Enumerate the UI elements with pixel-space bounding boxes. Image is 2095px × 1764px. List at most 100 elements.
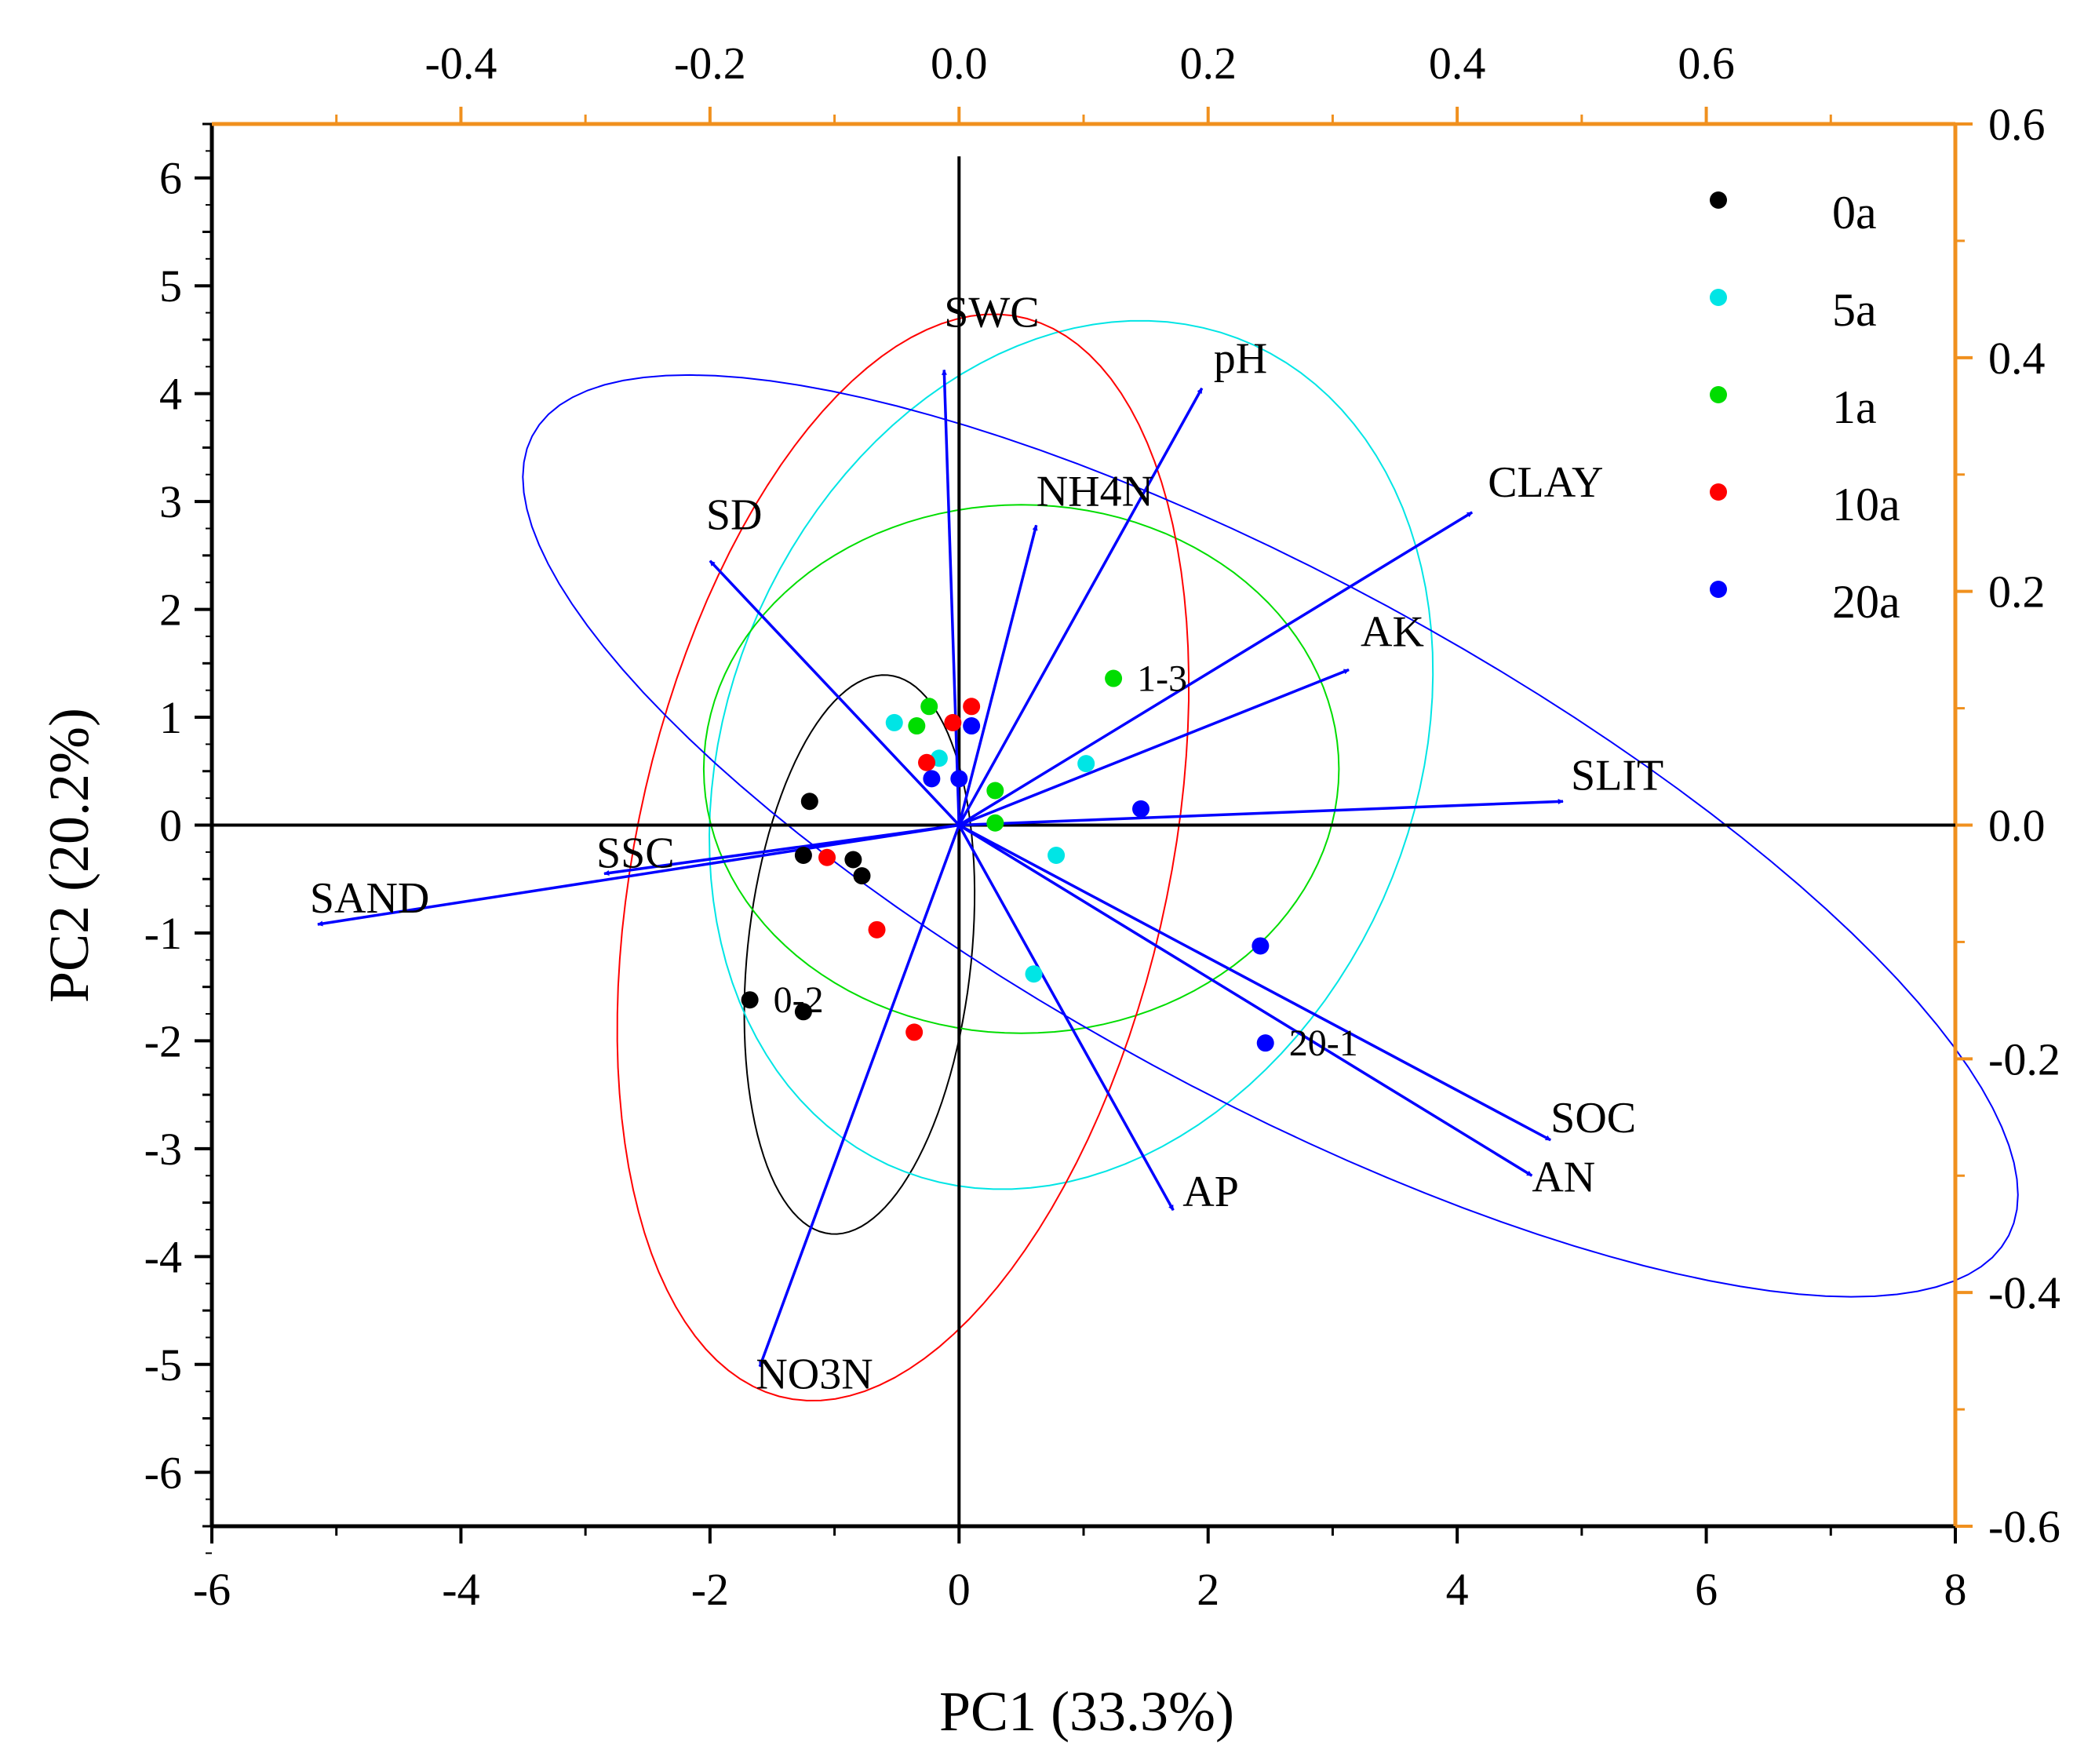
x-axis-title: PC1 (33.3%) (939, 1680, 1234, 1743)
point-1a (1105, 669, 1123, 687)
point-10a (868, 920, 886, 938)
right-tick-label: 0.2 (1988, 567, 2046, 618)
top-tick-label: -0.4 (425, 38, 497, 89)
loading-arrow-clay (958, 511, 1474, 826)
point-1a (920, 698, 938, 716)
x-tick-label: 8 (1944, 1564, 1967, 1615)
loading-label-nh4n: NH4N (1037, 467, 1153, 516)
y-tick-label: 0 (159, 800, 182, 851)
ellipse-5a (708, 319, 1434, 1190)
point-10a (918, 753, 936, 771)
y-tick-label: 5 (159, 261, 182, 312)
point-label-0-2: 0-2 (774, 979, 824, 1021)
top-tick-label: 0.2 (1179, 38, 1237, 89)
top-tick-label: 0.0 (931, 38, 988, 89)
right-tick-label: -0.6 (1988, 1501, 2060, 1552)
x-tick-label: -2 (691, 1564, 729, 1615)
point-10a (963, 698, 981, 716)
loading-arrow-slit (959, 799, 1564, 827)
loading-arrow-an (958, 824, 1533, 1177)
y-axis-title: PC2 (20.2%) (38, 708, 100, 1003)
ellipse-10a (616, 313, 1190, 1401)
loading-label-sd: SD (706, 491, 763, 540)
point-0a (741, 991, 759, 1009)
right-tick-label: 0.4 (1988, 333, 2046, 384)
top-tick-label: -0.2 (674, 38, 746, 89)
loading-label-sand: SAND (310, 874, 429, 923)
loading-arrow-ap (957, 824, 1175, 1212)
point-label-20-1: 20-1 (1289, 1022, 1358, 1064)
legend-label-20a: 20a (1832, 576, 1900, 628)
ellipse-0a (743, 674, 976, 1235)
point-10a (905, 1023, 924, 1041)
x-tick-label: 4 (1446, 1564, 1469, 1615)
point-20a (1256, 1034, 1274, 1052)
point-20a (950, 770, 968, 788)
ellipse-20a (522, 374, 2019, 1298)
loading-label-ssc: SSC (596, 829, 675, 877)
y-tick-label: -4 (144, 1231, 182, 1282)
right-tick-label: -0.4 (1988, 1267, 2060, 1318)
axis-ticks: -6 -4 -2 0 2 4 6 8 -6 -5 -4 -3 -2 -1 0 1 2 3 4 5 6 -0.4 -0.2 0.… (144, 38, 2060, 1615)
loading-label-ap: AP (1182, 1168, 1239, 1216)
right-tick-label: -0.2 (1988, 1033, 2060, 1084)
y-tick-label: 3 (159, 476, 182, 527)
y-tick-label: -6 (144, 1447, 182, 1498)
x-tick-label: 2 (1197, 1564, 1219, 1615)
x-tick-label: 6 (1695, 1564, 1718, 1615)
loading-label-swc: SWC (944, 288, 1039, 337)
y-tick-label: 2 (159, 585, 182, 636)
y-tick-label: -3 (144, 1124, 182, 1175)
point-5a (885, 713, 903, 731)
loading-arrow-nh4n (957, 524, 1038, 826)
y-tick-label: -1 (144, 908, 182, 959)
point-10a (818, 848, 836, 866)
y-tick-label: 4 (159, 369, 182, 420)
confidence-ellipses (522, 313, 2019, 1401)
loading-label-slit: SLIT (1571, 751, 1663, 800)
y-tick-label: -5 (144, 1339, 182, 1390)
loading-arrow-soc (958, 823, 1552, 1142)
point-5a (1025, 965, 1043, 983)
legend-marker-10a (1710, 483, 1727, 501)
point-10a (944, 713, 962, 731)
loading-arrow-sand (317, 823, 960, 927)
point-0a (800, 793, 818, 811)
point-0a (794, 1003, 812, 1021)
top-tick-label: 0.6 (1678, 38, 1735, 89)
legend-marker-20a (1710, 581, 1727, 598)
legend-label-1a: 1a (1832, 381, 1877, 433)
ellipse-1a (702, 504, 1340, 1034)
center-axes (212, 156, 1955, 1526)
point-5a (1048, 846, 1066, 864)
x-tick-label: -4 (442, 1564, 479, 1615)
loading-label-clay: CLAY (1488, 458, 1603, 507)
point-label-1-3: 1-3 (1137, 658, 1187, 700)
loading-arrow-ak (958, 668, 1350, 827)
legend: 0a 5a 1a 10a 20a (1710, 187, 1900, 628)
point-0a (853, 867, 871, 885)
legend-marker-1a (1710, 386, 1727, 403)
point-0a (794, 846, 812, 864)
loading-arrow-no3n (758, 824, 960, 1368)
right-tick-label: 0.6 (1988, 99, 2046, 150)
point-20a (1252, 937, 1270, 955)
loading-label-an: AN (1532, 1153, 1595, 1201)
loading-arrow-swc (941, 369, 961, 826)
point-20a (963, 717, 981, 735)
loading-label-soc: SOC (1550, 1094, 1636, 1143)
loading-vectors: SWC pH NH4N SD CLAY AK SLIT SSC SAND SOC AN AP NO3N (310, 288, 1663, 1398)
legend-marker-5a (1710, 289, 1727, 306)
loading-label-no3n: NO3N (756, 1350, 873, 1399)
point-1a (986, 782, 1004, 800)
loading-arrow-ph (957, 387, 1204, 826)
point-5a (1077, 755, 1095, 773)
point-20a (1132, 800, 1150, 818)
point-0a (844, 851, 862, 869)
legend-marker-0a (1710, 191, 1727, 209)
point-20a (923, 770, 941, 788)
legend-label-5a: 5a (1832, 284, 1877, 336)
top-tick-label: 0.4 (1429, 38, 1486, 89)
y-tick-label: 1 (159, 692, 182, 743)
